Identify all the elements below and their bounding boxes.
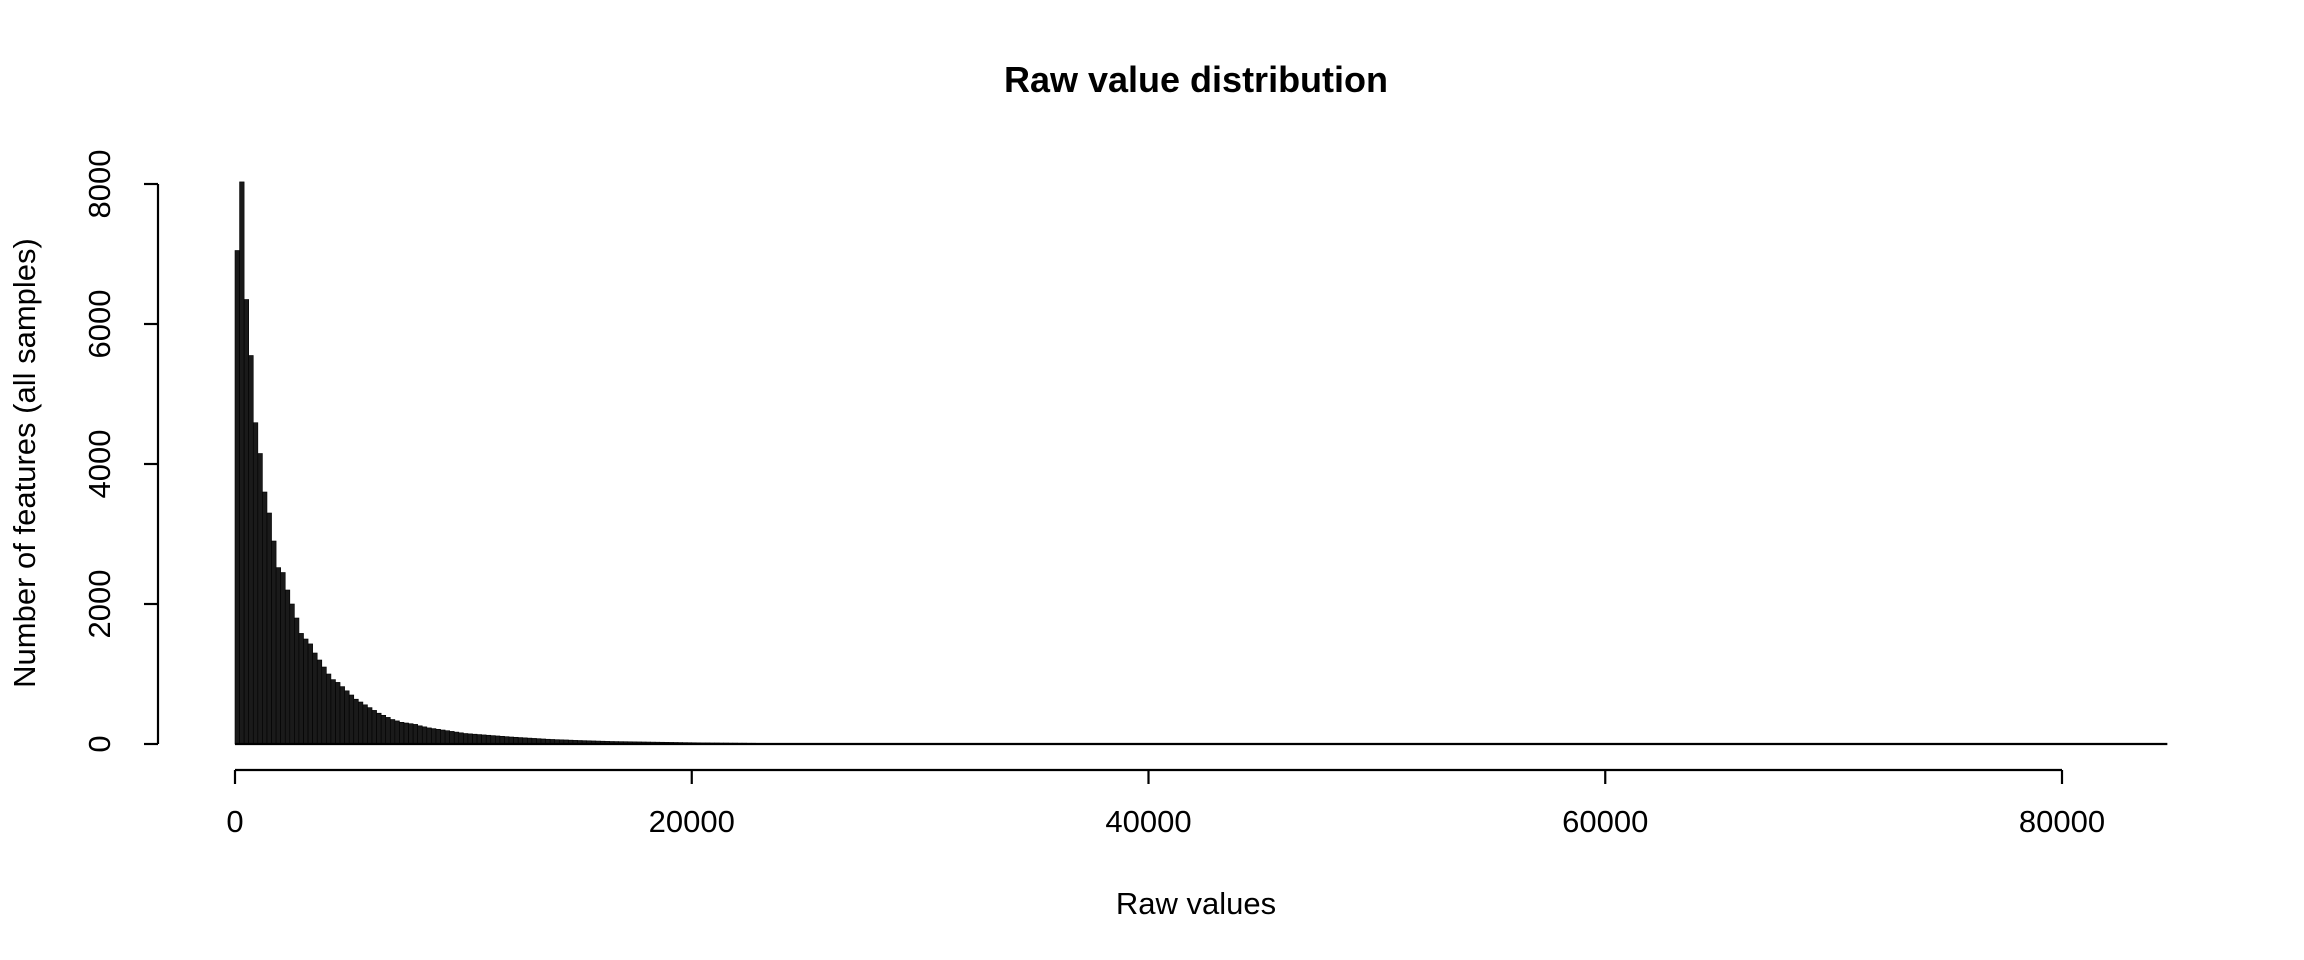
histogram-bar [339, 686, 345, 745]
histogram-bar [289, 603, 295, 745]
histogram-bar [316, 659, 323, 745]
histogram-bar [248, 355, 254, 745]
histogram-bar [499, 735, 505, 745]
x-axis-ticks: 0 20000 40000 60000 80000 [226, 770, 2105, 839]
histogram-bar [275, 567, 281, 745]
histogram-bar [412, 724, 419, 745]
y-tick-label: 4000 [82, 430, 117, 499]
histogram-bar [353, 698, 359, 745]
histogram-bar [367, 707, 373, 745]
histogram-bar [376, 712, 382, 745]
y-tick-label: 8000 [82, 150, 117, 219]
histogram-bar [358, 701, 364, 745]
histogram-bar [449, 731, 455, 745]
y-tick-label: 2000 [82, 570, 117, 639]
y-axis-ticks: 0 2000 4000 6000 8000 [82, 150, 158, 753]
histogram-bar [239, 181, 245, 745]
histogram-bar [262, 491, 268, 745]
histogram-bar [266, 512, 272, 745]
histogram-bar [330, 679, 336, 745]
histogram-bar [467, 733, 473, 745]
x-axis-label: Raw values [1116, 886, 1276, 921]
y-axis-label: Number of features (all samples) [7, 238, 42, 688]
histogram-bar [294, 617, 300, 745]
x-tick-label: 40000 [1105, 804, 1191, 839]
histogram-bar [307, 643, 313, 745]
x-tick-label: 60000 [1562, 804, 1648, 839]
histogram-bar [284, 589, 291, 745]
histogram-bar [389, 719, 396, 745]
x-tick-label: 20000 [649, 804, 735, 839]
histogram-bar [280, 572, 286, 745]
histogram-bar [408, 723, 414, 745]
histogram-bar [385, 717, 391, 745]
histogram-bars [234, 181, 1040, 745]
histogram-bar [440, 729, 446, 745]
histogram-bar [312, 652, 318, 745]
histogram-bar [371, 710, 377, 745]
histogram-bar [257, 453, 263, 745]
histogram-bar [298, 633, 304, 745]
histogram-bar [481, 734, 487, 745]
histogram-bar [463, 733, 469, 745]
histogram-bar [234, 250, 240, 745]
x-tick-label: 0 [226, 804, 243, 839]
histogram-bar [444, 730, 450, 745]
histogram-bar [335, 682, 341, 745]
histogram-bar [321, 666, 327, 745]
x-tick-label: 80000 [2019, 804, 2105, 839]
histogram-bar [435, 728, 441, 745]
histogram-bar [394, 720, 400, 745]
histogram-bar [504, 736, 510, 745]
chart-title: Raw value distribution [1004, 59, 1388, 100]
histogram-bar [431, 728, 437, 745]
histogram-bar [271, 540, 277, 745]
y-tick-label: 0 [82, 735, 117, 752]
histogram-bar [485, 734, 492, 745]
histogram-bar [458, 732, 464, 745]
histogram-bar [476, 734, 482, 745]
histogram-bar [399, 721, 405, 745]
histogram-bar [426, 727, 432, 745]
histogram-bar [490, 735, 496, 745]
histogram-bar [362, 704, 368, 745]
histogram-bar [344, 690, 350, 745]
histogram-bar [326, 673, 332, 745]
histogram-bar [380, 714, 387, 745]
histogram-bar [453, 731, 460, 745]
histogram-bar [303, 638, 309, 745]
histogram-bar [417, 725, 423, 745]
histogram-bar [348, 694, 355, 745]
histogram-bar [243, 299, 250, 745]
histogram-bar [403, 722, 409, 745]
histogram-bar [472, 733, 478, 745]
histogram-bar [421, 726, 428, 745]
y-tick-label: 6000 [82, 290, 117, 359]
histogram-bar [495, 735, 501, 745]
histogram-bar [252, 422, 259, 745]
